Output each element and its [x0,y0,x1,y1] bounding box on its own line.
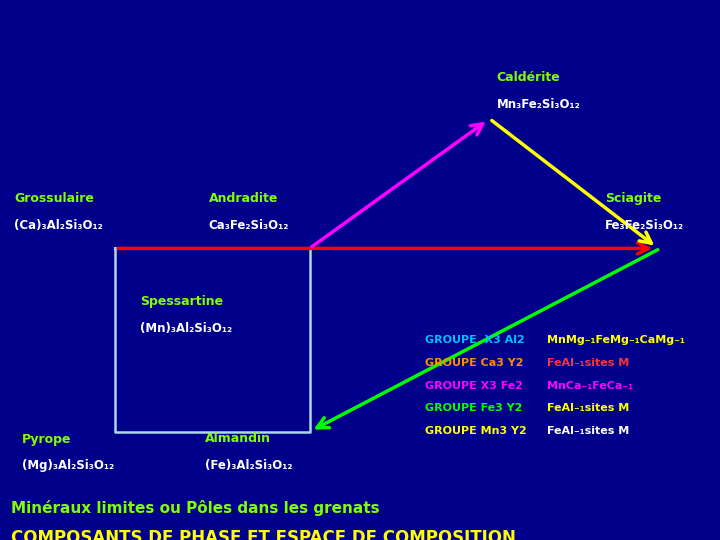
Text: (Mn)₃Al₂Si₃O₁₂: (Mn)₃Al₂Si₃O₁₂ [140,322,233,335]
Text: FeAl₋₁sites M: FeAl₋₁sites M [547,426,629,436]
Text: Ca₃Fe₂Si₃O₁₂: Ca₃Fe₂Si₃O₁₂ [209,219,289,232]
Text: FeAl₋₁sites M: FeAl₋₁sites M [547,358,629,368]
Text: (Mg)₃Al₂Si₃O₁₂: (Mg)₃Al₂Si₃O₁₂ [22,460,114,472]
Text: GROUPE X3 Fe2: GROUPE X3 Fe2 [425,381,523,390]
Text: Mn₃Fe₂Si₃O₁₂: Mn₃Fe₂Si₃O₁₂ [497,98,580,111]
Text: Almandin: Almandin [205,433,271,446]
Text: MnCa₋₁FeCa₋₁: MnCa₋₁FeCa₋₁ [547,381,634,390]
Text: GROUPE Fe3 Y2: GROUPE Fe3 Y2 [425,403,522,413]
Text: (Fe)₃Al₂Si₃O₁₂: (Fe)₃Al₂Si₃O₁₂ [205,460,293,472]
Text: Minéraux limites ou Pôles dans les grenats: Minéraux limites ou Pôles dans les grena… [11,500,379,516]
Text: Fe₃Fe₂Si₃O₁₂: Fe₃Fe₂Si₃O₁₂ [605,219,684,232]
Text: GROUPE  X3 Al2: GROUPE X3 Al2 [425,335,525,345]
Text: MnMg₋₁FeMg₋₁CaMg₋₁: MnMg₋₁FeMg₋₁CaMg₋₁ [547,335,685,345]
Text: GROUPE Mn3 Y2: GROUPE Mn3 Y2 [425,426,526,436]
Text: Sciagite: Sciagite [605,192,661,205]
Text: FeAl₋₁sites M: FeAl₋₁sites M [547,403,629,413]
Text: Pyrope: Pyrope [22,433,71,446]
Text: COMPOSANTS DE PHASE ET ESPACE DE COMPOSITION: COMPOSANTS DE PHASE ET ESPACE DE COMPOSI… [11,529,516,540]
Text: (Ca)₃Al₂Si₃O₁₂: (Ca)₃Al₂Si₃O₁₂ [14,219,103,232]
Text: Grossulaire: Grossulaire [14,192,94,205]
Text: Spessartine: Spessartine [140,295,223,308]
Text: Andradite: Andradite [209,192,278,205]
Text: GROUPE Ca3 Y2: GROUPE Ca3 Y2 [425,358,523,368]
Text: Caldérite: Caldérite [497,71,561,84]
